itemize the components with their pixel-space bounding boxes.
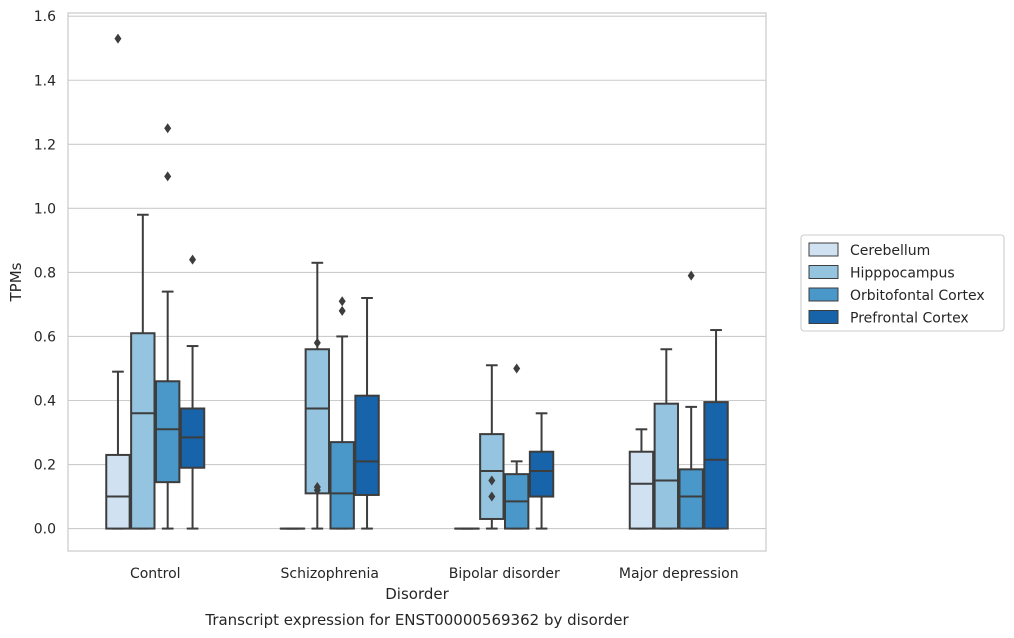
box xyxy=(678,270,704,530)
box-body xyxy=(329,441,355,530)
outlier-marker xyxy=(338,296,346,307)
box-body xyxy=(354,394,380,496)
box xyxy=(528,412,555,530)
box-body xyxy=(653,402,680,530)
outlier-marker xyxy=(114,33,122,44)
box-body xyxy=(678,468,704,530)
box xyxy=(179,254,206,530)
box-body xyxy=(130,332,156,530)
legend-item: Orbitofontal Cortex xyxy=(808,287,985,304)
y-tick-label: 0.8 xyxy=(34,265,56,281)
box-body xyxy=(703,401,729,530)
legend-label: Cerebellum xyxy=(850,243,930,259)
x-tick-label: Major depression xyxy=(619,566,739,582)
box xyxy=(703,329,729,530)
outlier-marker xyxy=(313,337,321,348)
y-tick-label: 0.6 xyxy=(34,329,56,345)
y-tick-label: 1.2 xyxy=(34,137,56,153)
legend-swatch xyxy=(808,287,839,302)
legend-item: Prefrontal Cortex xyxy=(808,310,969,327)
y-tick-label: 1.6 xyxy=(34,9,56,25)
outlier-marker xyxy=(488,491,496,502)
box xyxy=(304,261,331,530)
box-groups xyxy=(105,33,729,530)
outlier-marker xyxy=(313,481,321,492)
outlier-marker xyxy=(513,363,521,374)
y-tick-label: 1.0 xyxy=(34,201,56,217)
outlier-marker xyxy=(488,475,496,486)
box xyxy=(154,123,181,530)
outlier-marker xyxy=(338,305,346,316)
x-axis-label: Disorder xyxy=(385,585,449,603)
box-body xyxy=(528,450,555,498)
y-axis-label: TPMs xyxy=(7,262,25,302)
box xyxy=(503,363,530,530)
plot-area-frame xyxy=(67,12,767,552)
x-tick-label: Schizophrenia xyxy=(281,566,379,582)
box xyxy=(105,33,131,530)
box-group-control xyxy=(105,33,206,530)
box xyxy=(628,428,655,530)
legend-swatch xyxy=(808,242,839,257)
box-body xyxy=(154,380,181,484)
box-body xyxy=(105,453,131,530)
outlier-marker xyxy=(164,123,172,134)
x-tick-labels: Control Schizophrenia Bipolar disorder Majo… xyxy=(130,566,739,582)
box-body xyxy=(628,450,655,530)
outlier-marker xyxy=(164,171,172,182)
box-body xyxy=(304,348,331,495)
y-tick-label: 0.4 xyxy=(34,393,56,409)
box-group-schizophrenia xyxy=(279,261,380,530)
x-tick-label: Control xyxy=(130,566,181,582)
outlier-marker xyxy=(687,270,695,281)
box-group-bipolar-disorder xyxy=(454,363,555,530)
box xyxy=(653,348,680,530)
x-tick-label: Bipolar disorder xyxy=(449,566,560,582)
chart-title: Transcript expression for ENST0000056936… xyxy=(204,611,629,629)
y-tick-labels: 0.0 0.2 0.4 0.6 0.8 1.0 1.2 1.4 1.6 xyxy=(34,9,56,537)
box-group-major-depression xyxy=(628,270,729,530)
y-tick-label: 0.2 xyxy=(34,458,56,474)
box xyxy=(479,364,505,530)
legend-label: Prefrontal Cortex xyxy=(850,311,969,327)
box xyxy=(329,296,355,530)
legend-frame xyxy=(800,234,1005,332)
legend-label: Orbitofontal Cortex xyxy=(850,288,985,304)
legend-swatch xyxy=(808,310,839,324)
legend-item: Cerebellum xyxy=(808,242,930,259)
legend-label: Hipppocampus xyxy=(850,266,955,282)
y-tick-label: 1.4 xyxy=(34,73,56,89)
box xyxy=(354,297,380,530)
outlier-marker xyxy=(189,254,197,265)
legend-item: Hipppocampus xyxy=(808,265,955,282)
box xyxy=(130,213,156,530)
legend-swatch xyxy=(808,265,839,279)
legend: Cerebellum Hipppocampus Orbitofontal Corte… xyxy=(800,234,1005,332)
y-tick-label: 0.0 xyxy=(34,522,56,538)
